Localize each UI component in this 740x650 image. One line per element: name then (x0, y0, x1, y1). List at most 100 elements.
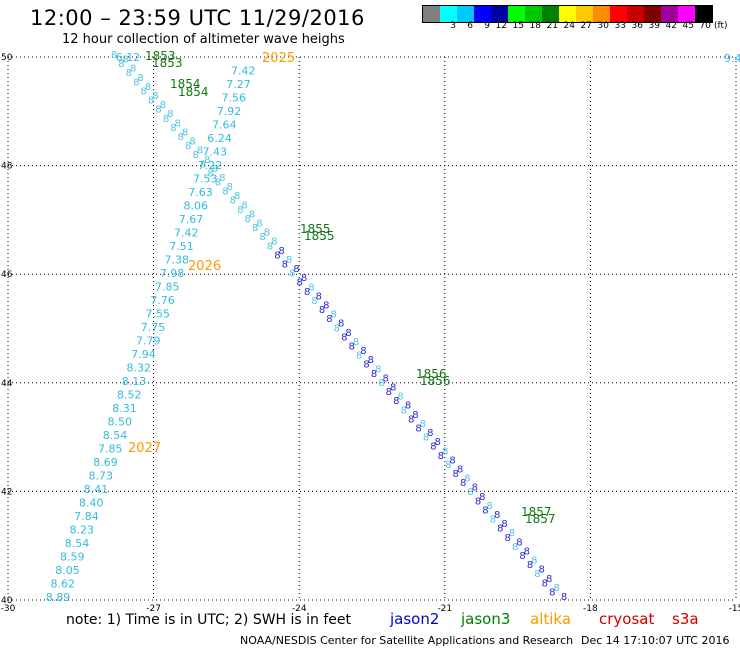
swh-glyph: 8 (438, 451, 444, 462)
swh-value: 7.85 (155, 281, 180, 294)
swh-glyph: 8 (259, 232, 265, 243)
swh-glyph: 8 (185, 141, 191, 152)
swh-glyph: 8 (460, 478, 466, 489)
swh-glyph: 8 (189, 137, 195, 148)
track-time-label: 1854 (178, 85, 209, 99)
y-tick-label: 40 (1, 596, 13, 606)
swh-value: 7.38 (165, 254, 190, 267)
swh-value: 8.41 (84, 483, 109, 496)
swh-value: 7.84 (74, 510, 99, 523)
scale-swatch (525, 6, 542, 22)
swh-glyph: 8 (249, 209, 255, 220)
x-tick-label: -24 (292, 604, 307, 614)
map-grid (7, 56, 737, 601)
scale-swatch (576, 6, 593, 22)
swh-value: 7.42 (231, 65, 256, 78)
axis-ticks: -30 -27 -24 -21 -18 -15 50 48 46 44 42 40 (1, 53, 740, 614)
swh-glyph: 8 (286, 255, 292, 266)
legend-altika-label: altika (530, 610, 572, 628)
swh-value: 7.94 (131, 348, 156, 361)
swh-value: 7.51 (169, 240, 194, 253)
swh-glyph: 8 (207, 168, 213, 179)
swh-glyph: 8 (267, 241, 273, 252)
scale-swatch (661, 6, 678, 22)
swh-glyph: 8 (539, 565, 545, 576)
legend-cryosat-label: cryosat (599, 610, 655, 628)
swh-glyph: 8 (323, 301, 329, 312)
swh-value: 6.12 (116, 51, 141, 64)
scale-label: 9 (484, 21, 490, 31)
swh-value: 8.31 (112, 402, 137, 415)
track-time-label: 1855 (304, 229, 335, 243)
swh-glyph: 8 (435, 437, 441, 448)
scale-label: 27 (580, 21, 592, 31)
swh-glyph: 8 (219, 173, 225, 184)
scale-swatch (542, 6, 559, 22)
swh-value: 8.89 (46, 591, 71, 604)
swh-glyph: 8 (167, 109, 173, 120)
swh-glyph: 8 (304, 287, 310, 298)
swh-glyph: 8 (531, 556, 537, 567)
swh-glyph: 8 (204, 155, 210, 166)
swh-glyph: 8 (487, 501, 493, 512)
swh-glyph: 8 (542, 578, 548, 589)
swh-glyph: 8 (141, 86, 147, 97)
swh-glyph: 8 (252, 223, 258, 234)
scale-label: 15 (512, 21, 524, 31)
swh-glyph: 8 (293, 264, 299, 275)
swh-glyph: 8 (467, 487, 473, 498)
swh-glyph: 8 (308, 282, 314, 293)
swh-glyph: 8 (178, 132, 184, 143)
legend-s3a-label: s3a (672, 610, 699, 628)
y-tick-label: 50 (1, 53, 13, 63)
scale-label: 6 (467, 21, 473, 31)
x-tick-label: -30 (1, 604, 16, 614)
swh-glyph: 8 (527, 560, 533, 571)
scale-swatch (610, 6, 627, 22)
scale-label: 18 (529, 21, 541, 31)
swh-glyph: 8 (145, 82, 151, 93)
swh-glyph: 8 (375, 364, 381, 375)
swh-value: 8.13 (122, 375, 147, 388)
swh-glyph: 8 (442, 446, 448, 457)
swh-glyph: 8 (423, 433, 429, 444)
swh-glyph: 8 (349, 341, 355, 352)
swh-glyph: 8 (155, 105, 161, 116)
swh-glyph: 8 (512, 542, 518, 553)
satellite-track-left: 6.127.427.277.567.927.646.247.437.227.53… (46, 51, 295, 604)
swh-glyph: 8 (282, 260, 288, 271)
swh-glyph: 8 (371, 369, 377, 380)
swh-value: 7.22 (198, 159, 223, 172)
scale-swatch (695, 6, 712, 22)
swh-value: 7.75 (141, 321, 166, 334)
swh-glyph: 8 (546, 574, 552, 585)
swh-glyph: 8 (519, 551, 525, 562)
swh-glyph: 8 (331, 310, 337, 321)
satellite-track-descending: 8 88 88 88 88 88 88 88 88 88 88 88 88 88 88 88 88 88 88 88 8… (111, 49, 740, 603)
footer-credit: NOAA/NESDIS Center for Satellite Applica… (240, 634, 574, 647)
scale-label: 45 (682, 21, 694, 31)
swh-value: 8.32 (127, 362, 152, 375)
color-scale-unit: (ft) (714, 21, 728, 31)
scale-label: 70 (699, 21, 711, 31)
scale-label: 21 (546, 21, 558, 31)
scale-swatch (491, 6, 508, 22)
swh-value: 7.53 (193, 173, 218, 186)
swh-glyph: 8 (445, 460, 451, 471)
scale-swatch (559, 6, 576, 22)
swh-glyph: 8 (393, 396, 399, 407)
swh-glyph: 8 (453, 469, 459, 480)
swh-glyph: 8 (118, 59, 124, 70)
scale-swatch (644, 6, 661, 22)
y-tick-label: 46 (1, 270, 13, 280)
track-time-label: 1853 (152, 56, 183, 70)
swh-glyph: 8 (148, 96, 154, 107)
swh-glyph: 8 (126, 68, 132, 79)
scale-label: 12 (495, 21, 507, 31)
swh-value: 8.40 (79, 497, 104, 510)
swh-glyph: 8 (464, 474, 470, 485)
swh-value: 7.27 (226, 78, 251, 91)
swh-value: 7.67 (179, 213, 204, 226)
swh-glyph: 8 (137, 73, 143, 84)
